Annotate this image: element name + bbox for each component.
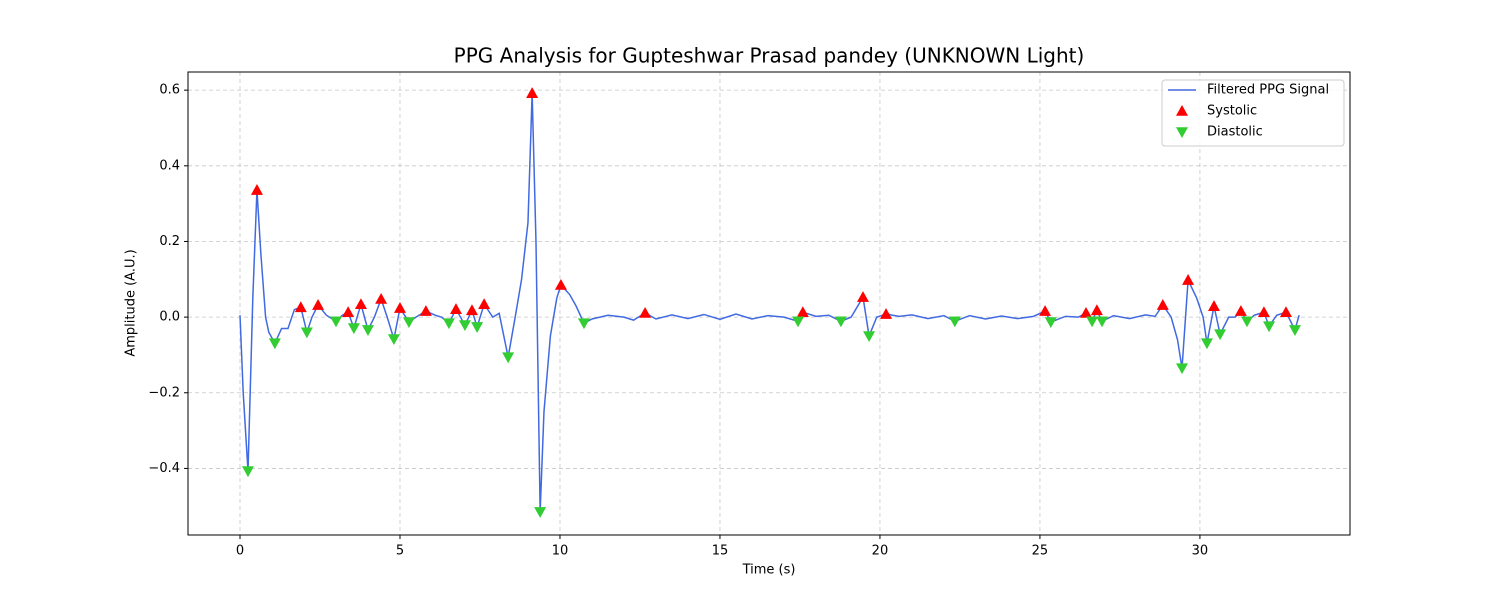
peak-marker	[1080, 306, 1093, 318]
peak-marker	[442, 318, 455, 330]
legend-swatch	[1176, 127, 1188, 138]
x-tick-label: 25	[1032, 544, 1049, 559]
peak-marker	[948, 316, 961, 328]
legend-swatch	[1176, 105, 1188, 116]
signal-line	[239, 93, 1300, 512]
peak-marker	[342, 306, 355, 318]
peak-marker	[375, 292, 388, 304]
peak-marker	[1280, 306, 1293, 318]
peak-marker	[796, 306, 809, 318]
x-tick-label: 5	[396, 544, 404, 559]
peak-marker	[1039, 305, 1052, 316]
peak-marker	[393, 302, 406, 313]
peak-marker	[1090, 304, 1103, 316]
peak-marker	[502, 352, 515, 364]
peak-marker	[639, 306, 652, 318]
peak-marker	[402, 317, 415, 329]
y-tick-label: −0.4	[148, 461, 180, 476]
peak-marker	[863, 331, 876, 343]
x-axis-label: Time (s)	[742, 563, 796, 578]
x-tick-label: 0	[236, 544, 244, 559]
peak-marker	[465, 304, 478, 316]
peak-marker	[1214, 329, 1227, 341]
peak-marker	[834, 316, 847, 328]
peak-marker	[1156, 299, 1169, 310]
peak-marker	[478, 298, 491, 310]
peak-marker	[1044, 317, 1057, 329]
x-tick-label: 10	[552, 544, 569, 559]
peak-marker	[449, 303, 462, 314]
x-tick-label: 20	[872, 544, 889, 559]
peak-marker	[1096, 316, 1109, 328]
legend-label: Systolic	[1207, 104, 1257, 119]
y-axis-label: Amplitude (A.U.)	[124, 249, 139, 356]
x-tick-label: 30	[1192, 544, 1209, 559]
peak-marker	[1176, 363, 1189, 375]
peak-marker	[387, 334, 400, 346]
peak-marker	[419, 305, 432, 316]
peak-marker	[329, 316, 342, 328]
peak-marker	[361, 325, 374, 336]
peak-marker	[792, 316, 805, 328]
peak-marker	[1234, 305, 1247, 316]
peak-marker	[241, 466, 254, 478]
legend-box	[1161, 79, 1345, 147]
peak-marker	[458, 320, 471, 332]
peak-marker	[347, 323, 360, 335]
x-tick-label: 15	[712, 544, 729, 559]
peak-marker	[1257, 306, 1270, 318]
peak-marker	[294, 301, 307, 313]
peak-marker	[1263, 321, 1276, 333]
peak-marker	[577, 318, 590, 330]
peak-marker	[1200, 338, 1213, 350]
peak-marker	[534, 507, 547, 518]
y-tick-label: 0.4	[159, 158, 180, 173]
peak-marker	[1240, 316, 1253, 328]
peak-marker	[526, 87, 539, 98]
peak-marker	[1182, 274, 1195, 285]
peak-marker	[554, 278, 567, 290]
plot-frame	[187, 71, 1351, 536]
peak-marker	[880, 308, 893, 319]
peak-marker	[250, 184, 263, 195]
peak-marker	[856, 291, 869, 302]
y-tick-label: 0.0	[159, 310, 180, 325]
legend-label: Filtered PPG Signal	[1207, 83, 1329, 98]
peak-marker	[471, 322, 484, 333]
peak-marker	[268, 338, 281, 350]
legend-label: Diastolic	[1207, 125, 1263, 140]
y-tick-label: 0.6	[159, 83, 180, 98]
peak-marker	[1208, 300, 1221, 311]
y-tick-label: 0.2	[159, 234, 180, 249]
chart-title: PPG Analysis for Gupteshwar Prasad pande…	[454, 44, 1085, 68]
y-tick-label: −0.2	[148, 385, 180, 400]
peak-marker	[300, 327, 313, 339]
peak-marker	[1086, 316, 1099, 328]
peak-marker	[1288, 325, 1301, 336]
peak-marker	[354, 298, 367, 310]
peak-marker	[312, 299, 325, 310]
